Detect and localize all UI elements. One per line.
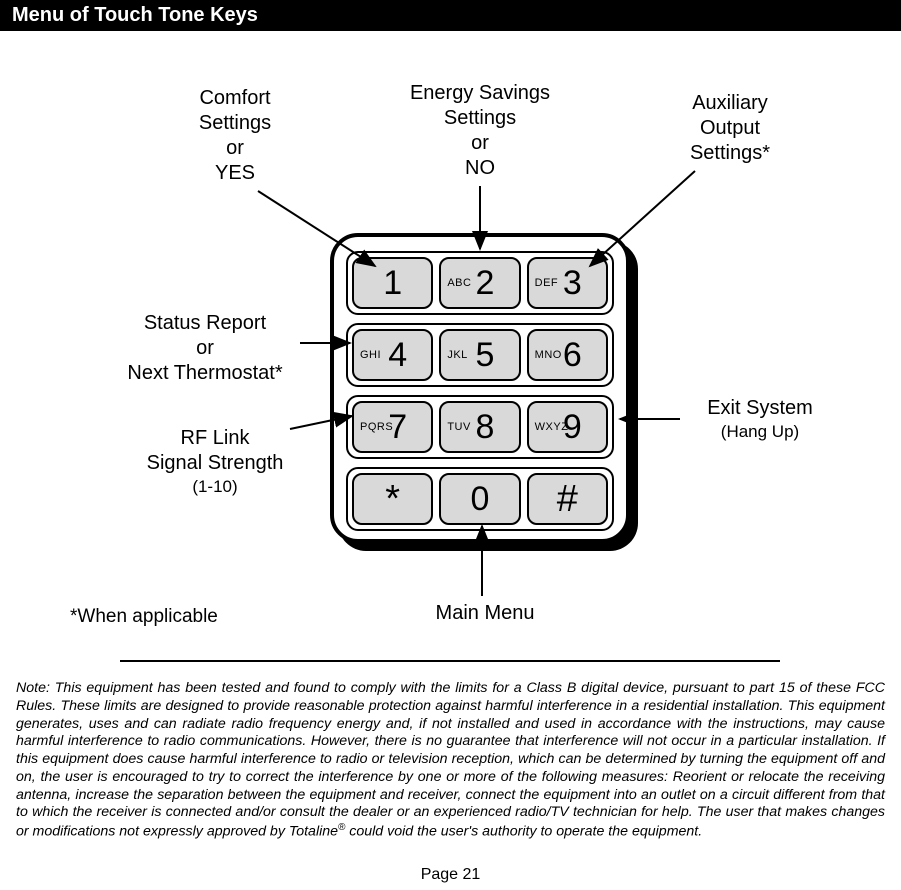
key-4[interactable]: GHI4 <box>352 329 433 381</box>
label-rf: RF Link Signal Strength (1-10) <box>115 426 315 497</box>
key-6[interactable]: MNO6 <box>527 329 608 381</box>
label-aux: Auxiliary Output Settings* <box>670 91 790 166</box>
key-7[interactable]: PQRS7 <box>352 401 433 453</box>
label-exit: Exit System (Hang Up) <box>680 396 840 442</box>
key-8[interactable]: TUV8 <box>439 401 520 453</box>
key-star[interactable]: * <box>352 473 433 525</box>
label-main: Main Menu <box>410 601 560 626</box>
key-3[interactable]: DEF3 <box>527 257 608 309</box>
keypad-row-3: PQRS7 TUV8 WXYZ9 <box>346 395 614 459</box>
fcc-note: Note: This equipment has been tested and… <box>16 680 885 841</box>
keypad-row-2: GHI4 JKL5 MNO6 <box>346 323 614 387</box>
key-9[interactable]: WXYZ9 <box>527 401 608 453</box>
label-energy: Energy Savings Settings or NO <box>395 81 565 181</box>
keypad: 1 ABC2 DEF3 GHI4 JKL5 MNO6 PQRS7 TUV8 WX… <box>330 233 630 543</box>
label-comfort: Comfort Settings or YES <box>175 86 295 186</box>
key-2[interactable]: ABC2 <box>439 257 520 309</box>
label-status: Status Report or Next Thermostat* <box>100 311 310 386</box>
key-0[interactable]: 0 <box>439 473 520 525</box>
header-title: Menu of Touch Tone Keys <box>12 4 258 26</box>
diagram: Comfort Settings or YES Energy Savings S… <box>0 31 901 641</box>
header-bar: Menu of Touch Tone Keys <box>0 0 901 31</box>
keypad-row-1: 1 ABC2 DEF3 <box>346 251 614 315</box>
page-number: Page 21 <box>0 866 901 884</box>
divider-line <box>120 660 780 662</box>
key-1[interactable]: 1 <box>352 257 433 309</box>
key-hash[interactable]: # <box>527 473 608 525</box>
footnote-applicable: *When applicable <box>70 606 218 628</box>
key-5[interactable]: JKL5 <box>439 329 520 381</box>
keypad-row-4: * 0 # <box>346 467 614 531</box>
